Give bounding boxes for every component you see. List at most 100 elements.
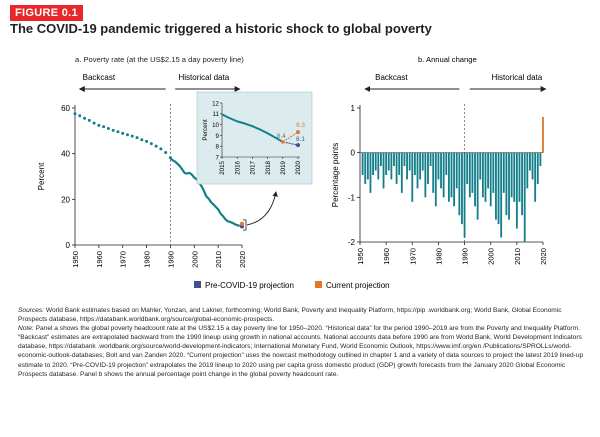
annual-change-bar bbox=[437, 152, 440, 180]
backcast-point bbox=[73, 112, 77, 116]
annual-change-bar bbox=[453, 152, 456, 207]
annual-change-bar bbox=[369, 152, 372, 193]
inset-current-line bbox=[282, 131, 299, 143]
legend-current-label: Current projection bbox=[326, 281, 390, 290]
backcast-point bbox=[135, 136, 139, 140]
panel-a-y-tick-label: 0 bbox=[66, 241, 71, 250]
panel-b-x-tick-label: 1960 bbox=[382, 248, 391, 265]
annual-change-bar bbox=[492, 152, 495, 193]
annual-change-bar bbox=[539, 152, 542, 167]
annual-change-bar bbox=[521, 152, 524, 216]
annual-change-bar bbox=[515, 152, 518, 229]
annual-change-bar bbox=[458, 152, 461, 216]
annual-change-bar bbox=[434, 152, 437, 207]
inset-y-tick-label: 12 bbox=[212, 100, 219, 107]
sources-label: Sources: bbox=[18, 307, 45, 314]
panel-b: b. Annual change Backcast Historical data -… bbox=[331, 55, 548, 265]
panel-a-x-tick-label: 1990 bbox=[166, 251, 175, 268]
annual-change-bar bbox=[382, 152, 385, 189]
backcast-point bbox=[87, 118, 91, 122]
inset-historical-line bbox=[221, 113, 284, 143]
historical-line bbox=[169, 157, 240, 227]
inset-background bbox=[196, 91, 313, 185]
sources-text: World Bank estimates based on Mahler, Yo… bbox=[18, 307, 562, 324]
panel-b-title: b. Annual change bbox=[418, 55, 477, 64]
figure-notes: Sources: World Bank estimates based on M… bbox=[18, 306, 584, 379]
annual-change-bar bbox=[442, 152, 445, 198]
annual-change-bar bbox=[476, 152, 479, 220]
panel-a-x-tick-label: 2020 bbox=[238, 251, 247, 268]
annual-change-bar bbox=[510, 152, 513, 198]
backcast-point bbox=[102, 125, 106, 129]
panel-b-historical-label: Historical data bbox=[492, 73, 543, 82]
inset-x-tick-label: 2019 bbox=[280, 160, 287, 174]
annual-change-bar bbox=[526, 152, 529, 189]
annual-change-bar bbox=[474, 152, 476, 207]
annual-change-bar bbox=[497, 152, 500, 225]
annual-change-bar bbox=[411, 152, 414, 202]
annual-change-bar bbox=[361, 152, 364, 175]
backcast-point bbox=[106, 127, 110, 131]
backcast-point bbox=[121, 131, 125, 135]
annual-change-bar bbox=[468, 152, 471, 198]
panel-b-y-label: Percentage points bbox=[331, 143, 340, 208]
panel-b-x-tick-label: 1990 bbox=[461, 248, 470, 265]
annual-change-bar bbox=[466, 152, 469, 184]
backcast-point bbox=[154, 144, 158, 148]
annual-change-bar bbox=[416, 152, 419, 189]
panel-b-x-tick-label: 1980 bbox=[434, 248, 443, 265]
annual-change-bar bbox=[495, 152, 497, 220]
annual-change-bar bbox=[398, 152, 401, 175]
annual-change-bar bbox=[385, 152, 388, 175]
backcast-point bbox=[159, 147, 163, 151]
note-text: Panel a shows the global poverty headcou… bbox=[18, 325, 584, 378]
annual-change-bar bbox=[377, 152, 380, 180]
panel-b-y-tick-label: -1 bbox=[348, 193, 356, 202]
annual-change-bar bbox=[536, 152, 539, 184]
panel-a-historical-label: Historical data bbox=[178, 73, 229, 82]
inset-2019-point bbox=[281, 140, 285, 144]
annual-change-bar bbox=[445, 152, 448, 175]
inset-bracket bbox=[243, 219, 247, 231]
annual-change-bar bbox=[372, 152, 374, 175]
annual-change-bar bbox=[487, 152, 490, 189]
legend-current-swatch bbox=[315, 281, 322, 288]
panel-b-x-tick-label: 1950 bbox=[356, 248, 365, 265]
annual-change-bar bbox=[429, 152, 432, 167]
annual-change-bar bbox=[513, 152, 516, 202]
annual-change-bar bbox=[406, 152, 408, 180]
inset-x-tick-label: 2016 bbox=[234, 160, 241, 174]
inset-y-tick-label: 9 bbox=[216, 133, 220, 140]
annual-change-bar bbox=[479, 152, 482, 180]
backcast-point bbox=[92, 121, 96, 125]
annual-change-bar bbox=[500, 152, 503, 238]
panel-a-x-tick-label: 2000 bbox=[190, 251, 199, 268]
backcast-point bbox=[145, 139, 149, 143]
annual-change-bar bbox=[489, 152, 492, 207]
annual-change-bar bbox=[450, 152, 453, 198]
panel-b-y-tick-label: -2 bbox=[348, 238, 356, 247]
annual-change-bar bbox=[534, 152, 537, 202]
annual-change-bar bbox=[395, 152, 398, 184]
inset-connector-arrow bbox=[246, 191, 278, 226]
panel-a-x-tick-label: 1960 bbox=[95, 251, 104, 268]
inset-y-tick-label: 10 bbox=[212, 122, 219, 129]
backcast-point bbox=[116, 130, 120, 134]
annual-change-bar bbox=[447, 152, 450, 202]
legend: Pre-COVID-19 projection Current projectio… bbox=[194, 281, 390, 290]
panel-b-backcast-label: Backcast bbox=[375, 73, 408, 82]
annual-change-bar bbox=[364, 152, 367, 184]
backcast-point bbox=[97, 123, 101, 127]
inset-label-current: 9.3 bbox=[296, 122, 305, 129]
panel-a-y-label: Percent bbox=[37, 162, 46, 190]
annual-change-bar bbox=[505, 152, 508, 216]
inset-x-tick-label: 2017 bbox=[250, 160, 257, 174]
annual-change-bar bbox=[403, 152, 406, 167]
annual-change-bar bbox=[421, 152, 424, 171]
panel-a-x-tick-label: 1970 bbox=[119, 251, 128, 268]
pre-covid-projection-point bbox=[240, 224, 244, 229]
backcast-point bbox=[164, 151, 168, 155]
panel-a: a. Poverty rate (at the US$2.15 a day po… bbox=[37, 55, 313, 268]
inset-label-2019: 8.4 bbox=[277, 133, 286, 140]
